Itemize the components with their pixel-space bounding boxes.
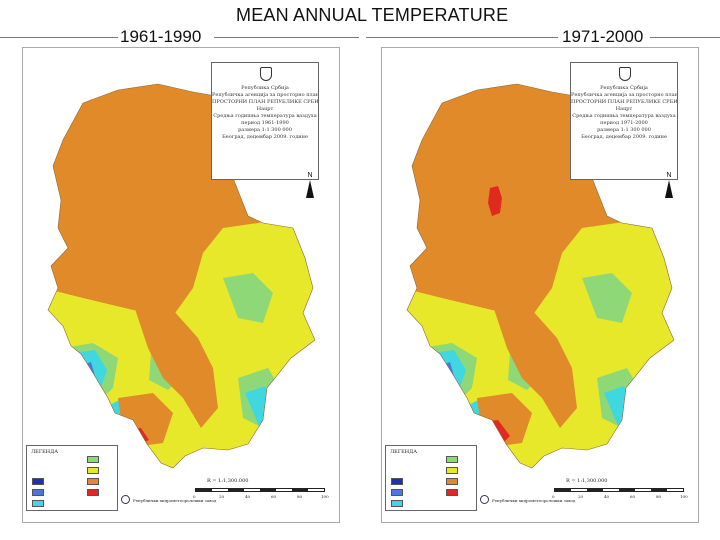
info-line: Средња годишња температура ваздуха — [572, 113, 676, 119]
map-panel-1971-2000: Република Србија Републичка агенција за … — [381, 47, 699, 523]
scale-tick: 60 — [271, 494, 277, 499]
info-line: ПРОСТОРНИ ПЛАН РЕПУБЛИКЕ СРБИЈЕ — [212, 99, 318, 105]
north-arrow-icon: N — [662, 172, 676, 198]
legend-swatch-mild — [446, 456, 458, 463]
institute-logo-icon — [121, 495, 130, 504]
info-line: Републичка агенција за просторно планира… — [212, 92, 318, 98]
institute-name: Републички хидрометеоролошки завод — [492, 498, 576, 503]
legend-swatch-hot — [446, 489, 458, 496]
legend-title: ЛЕГЕНДА — [31, 449, 58, 455]
mild-zone — [223, 273, 273, 323]
legend-swatch-mild — [87, 456, 99, 463]
scale-tick: 0 — [193, 494, 196, 499]
scale-label: R = 1:1,300.000 — [566, 478, 608, 484]
coat-of-arms-icon — [260, 67, 272, 81]
scale-tick: 80 — [297, 494, 303, 499]
legend-swatch-cold — [32, 489, 44, 496]
scale-tick: 60 — [630, 494, 636, 499]
info-line: Нацрт — [615, 106, 633, 112]
info-line: Републичка агенција за просторно планира… — [571, 92, 677, 98]
divider-line — [0, 37, 118, 38]
info-line: ПРОСТОРНИ ПЛАН РЕПУБЛИКЕ СРБИЈЕ — [571, 99, 677, 105]
info-line: Београд, децембар 2009. године — [581, 134, 667, 140]
warm-valley — [133, 303, 218, 428]
info-line: Република Србија — [600, 85, 648, 91]
hot-zone-north — [488, 186, 502, 216]
legend-title: ЛЕГЕНДА — [390, 449, 417, 455]
scale-tick: 100 — [321, 494, 329, 499]
coat-of-arms-icon — [619, 67, 631, 81]
info-line: Београд, децембар 2009. године — [222, 134, 308, 140]
institute-name: Републички хидрометеоролошки завод — [133, 498, 217, 503]
legend-swatch-very-cold — [32, 478, 44, 485]
institute-logo-icon — [480, 495, 489, 504]
north-arrow-icon: N — [303, 172, 317, 198]
warm-valley — [492, 303, 577, 428]
map-info-box: Република Србија Републичка агенција за … — [211, 62, 319, 180]
legend-swatch-warm — [446, 478, 458, 485]
map-legend: ЛЕГЕНДА — [26, 445, 118, 511]
info-line: период 1961-1990 — [241, 120, 289, 126]
legend-swatch-cool — [391, 500, 403, 507]
info-line: Нацрт — [256, 106, 274, 112]
divider-line — [366, 37, 558, 38]
legend-swatch-warm — [87, 478, 99, 485]
info-line: Република Србија — [241, 85, 289, 91]
scale-bar — [554, 488, 684, 492]
scale-tick: 20 — [219, 494, 225, 499]
legend-swatch-very-cold — [391, 478, 403, 485]
map-info-box: Република Србија Републичка агенција за … — [570, 62, 678, 180]
legend-swatch-moderate — [446, 467, 458, 474]
scale-label: R = 1:1,300.000 — [207, 478, 249, 484]
divider-line — [214, 37, 359, 38]
period-label-left: 1961-1990 — [120, 27, 202, 46]
info-line: размера 1:1 300 000 — [238, 127, 292, 133]
scale-bar — [195, 488, 325, 492]
scale-tick: 20 — [578, 494, 584, 499]
legend-swatch-hot — [87, 489, 99, 496]
legend-swatch-cool — [32, 500, 44, 507]
mild-zone — [582, 273, 632, 323]
scale-tick: 40 — [604, 494, 610, 499]
scale-tick: 40 — [245, 494, 251, 499]
divider-line — [650, 37, 720, 38]
scale-tick: 100 — [680, 494, 688, 499]
slide-title: MEAN ANNUAL TEMPERATURE — [236, 5, 509, 25]
scale-tick: 80 — [656, 494, 662, 499]
legend-swatch-moderate — [87, 467, 99, 474]
map-legend: ЛЕГЕНДА — [385, 445, 477, 511]
info-line: период 1971-2000 — [600, 120, 648, 126]
info-line: Средња годишња температура ваздуха — [213, 113, 317, 119]
info-line: размера 1:1 300 000 — [597, 127, 651, 133]
legend-swatch-cold — [391, 489, 403, 496]
scale-tick: 0 — [552, 494, 555, 499]
period-label-right: 1971-2000 — [562, 27, 644, 46]
map-panel-1961-1990: Република Србија Републичка агенција за … — [22, 47, 340, 523]
